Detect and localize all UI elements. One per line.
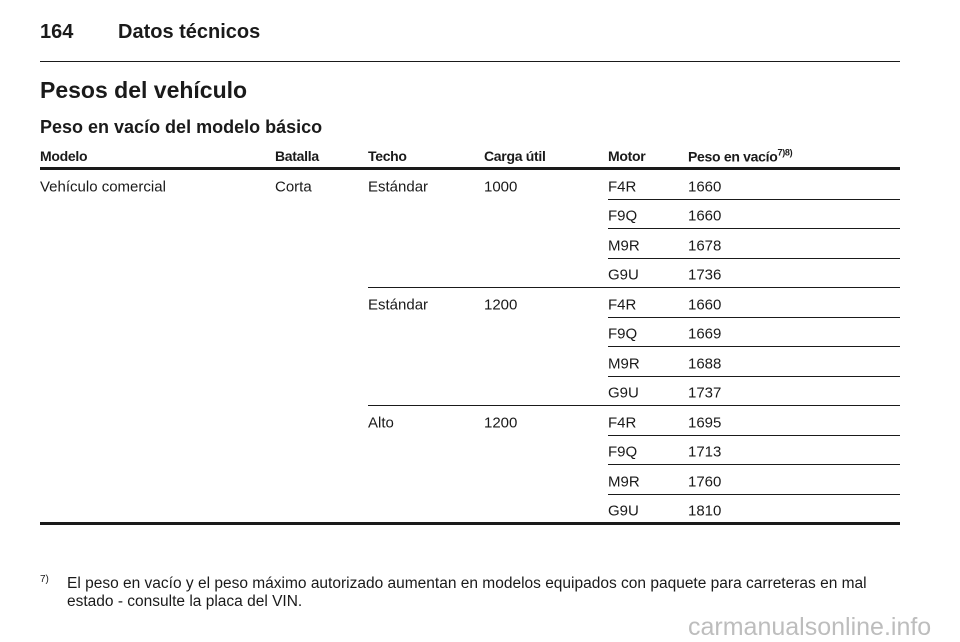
cell-motor: F9Q bbox=[608, 443, 638, 461]
cell-weight: 1688 bbox=[688, 355, 722, 373]
cell-weight: 1736 bbox=[688, 266, 722, 284]
cell-motor: G9U bbox=[608, 502, 639, 520]
cell-motor: F4R bbox=[608, 178, 637, 196]
column-superscript: 7)8) bbox=[777, 147, 793, 158]
page-number: 164 bbox=[40, 21, 74, 43]
cell-weight: 1760 bbox=[688, 473, 722, 490]
header-rule-thick bbox=[40, 167, 900, 170]
cell-model: Vehículo comercial bbox=[40, 178, 166, 196]
cell-motor: F4R bbox=[608, 296, 637, 314]
cell-roof: Alto bbox=[368, 414, 394, 432]
cell-weight: 1660 bbox=[688, 296, 722, 314]
column-header: Batalla bbox=[275, 148, 319, 164]
column-header: Peso en vacío7)8) bbox=[688, 147, 793, 165]
row-rule bbox=[608, 199, 900, 200]
row-rule bbox=[608, 228, 900, 230]
cell-weight: 1810 bbox=[688, 502, 722, 520]
cell-motor: M9R bbox=[608, 355, 640, 373]
row-rule bbox=[608, 346, 900, 348]
section-title: Pesos del vehículo bbox=[40, 77, 248, 103]
watermark: carmanualsonline.info bbox=[688, 613, 932, 641]
row-rule bbox=[368, 287, 900, 289]
footnote-line: estado - consulte la placa del VIN. bbox=[67, 593, 303, 610]
cell-motor: G9U bbox=[608, 266, 639, 284]
row-rule bbox=[608, 257, 900, 259]
cell-payload: 1200 bbox=[484, 414, 518, 432]
column-header: Techo bbox=[368, 148, 407, 164]
cell-motor: M9R bbox=[608, 473, 640, 490]
cell-weight: 1660 bbox=[688, 207, 722, 225]
column-header: Carga útil bbox=[484, 148, 546, 164]
column-header: Modelo bbox=[40, 148, 88, 164]
cell-motor: M9R bbox=[608, 237, 640, 255]
footnote-marker: 7) bbox=[40, 574, 49, 585]
cell-roof: Estándar bbox=[368, 296, 429, 314]
row-rule bbox=[608, 316, 900, 318]
cell-weight: 1660 bbox=[688, 178, 722, 196]
table-bottom-rule bbox=[40, 521, 900, 525]
cell-motor: F9Q bbox=[608, 207, 638, 225]
row-rule bbox=[608, 434, 900, 436]
footnote-line: El peso en vacío y el peso máximo autori… bbox=[67, 575, 867, 592]
cell-weight: 1713 bbox=[688, 443, 722, 461]
header-rule bbox=[40, 61, 900, 62]
cell-motor: F9Q bbox=[608, 325, 638, 343]
row-rule bbox=[608, 464, 900, 466]
cell-payload: 1000 bbox=[484, 178, 518, 196]
row-rule bbox=[608, 375, 900, 377]
page-title: Datos técnicos bbox=[118, 21, 261, 43]
row-rule bbox=[368, 405, 900, 407]
row-rule bbox=[608, 493, 900, 495]
cell-weight: 1669 bbox=[688, 325, 722, 343]
cell-payload: 1200 bbox=[484, 296, 518, 314]
cell-motor: F4R bbox=[608, 414, 637, 432]
cell-roof: Estándar bbox=[368, 178, 429, 196]
cell-motor: G9U bbox=[608, 384, 639, 402]
subsection-title: Peso en vacío del modelo básico bbox=[40, 117, 323, 137]
column-header: Motor bbox=[608, 148, 646, 164]
cell-weight: 1678 bbox=[688, 237, 722, 255]
cell-weight: 1695 bbox=[688, 414, 722, 432]
cell-weight: 1737 bbox=[688, 384, 722, 402]
cell-wheelbase: Corta bbox=[275, 178, 312, 196]
